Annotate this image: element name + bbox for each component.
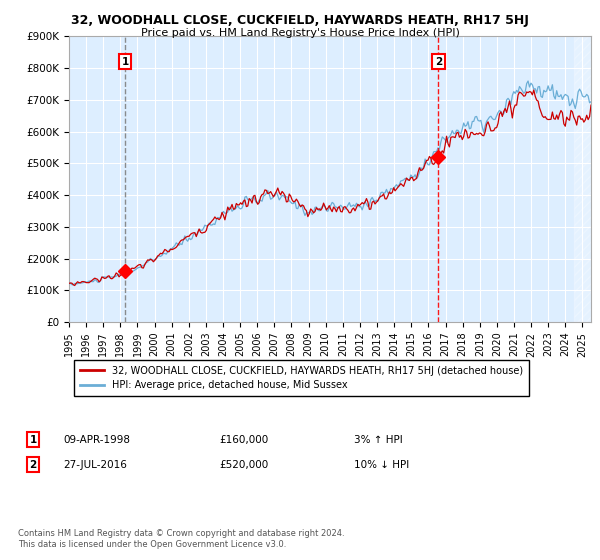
Bar	[574, 36, 591, 322]
Text: £520,000: £520,000	[219, 460, 268, 470]
Text: 3% ↑ HPI: 3% ↑ HPI	[354, 435, 403, 445]
Text: 09-APR-1998: 09-APR-1998	[63, 435, 130, 445]
Text: Contains HM Land Registry data © Crown copyright and database right 2024.
This d: Contains HM Land Registry data © Crown c…	[18, 529, 344, 549]
Text: 10% ↓ HPI: 10% ↓ HPI	[354, 460, 409, 470]
Legend: 32, WOODHALL CLOSE, CUCKFIELD, HAYWARDS HEATH, RH17 5HJ (detached house), HPI: A: 32, WOODHALL CLOSE, CUCKFIELD, HAYWARDS …	[74, 360, 529, 396]
Text: 32, WOODHALL CLOSE, CUCKFIELD, HAYWARDS HEATH, RH17 5HJ: 32, WOODHALL CLOSE, CUCKFIELD, HAYWARDS …	[71, 14, 529, 27]
Text: 27-JUL-2016: 27-JUL-2016	[63, 460, 127, 470]
Text: 1: 1	[121, 57, 128, 67]
Text: 1: 1	[29, 435, 37, 445]
Text: £160,000: £160,000	[219, 435, 268, 445]
Text: 2: 2	[29, 460, 37, 470]
Text: Price paid vs. HM Land Registry's House Price Index (HPI): Price paid vs. HM Land Registry's House …	[140, 28, 460, 38]
Text: 2: 2	[435, 57, 442, 67]
